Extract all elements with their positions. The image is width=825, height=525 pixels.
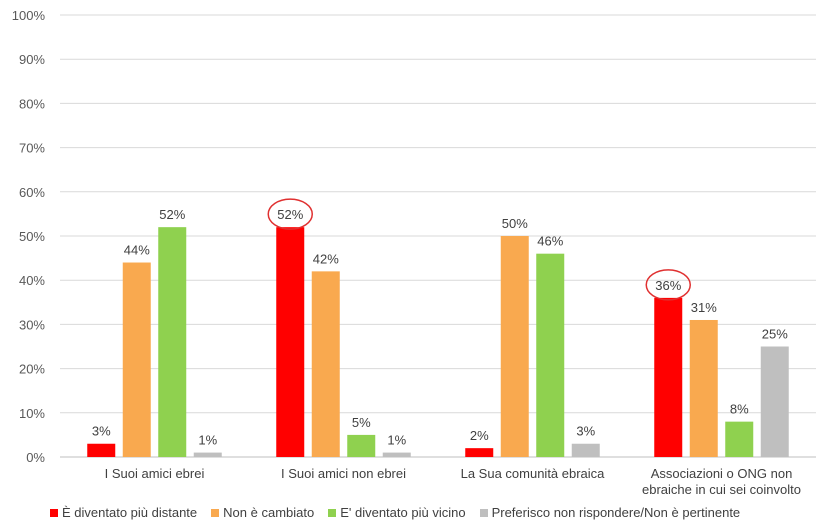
- data-labels: 3% 44% 52% 1% 52% 42% 5% 1% 2% 50% 46% 3% 36% 31% 8% 25…: [92, 207, 788, 447]
- y-tick-label: 0%: [26, 450, 45, 465]
- legend-label: Non è cambiato: [223, 505, 315, 520]
- category-label: I Suoi amici ebrei: [105, 466, 205, 481]
- legend-item: È diventato più distante: [50, 505, 197, 520]
- legend-swatch-icon: [211, 508, 220, 517]
- data-label: 42%: [313, 251, 339, 266]
- bar: [760, 346, 789, 457]
- data-label: 5%: [352, 415, 371, 430]
- bar: [311, 271, 340, 457]
- y-tick-label: 70%: [19, 141, 45, 156]
- category-label: Associazioni o ONG non: [651, 466, 793, 481]
- legend-label: Preferisco non rispondere/Non è pertinen…: [491, 505, 741, 520]
- y-tick-label: 30%: [19, 317, 45, 332]
- bar: [465, 448, 494, 457]
- bars: [87, 227, 789, 457]
- legend-item: E' diventato più vicino: [328, 505, 466, 520]
- bar: [347, 434, 376, 457]
- legend-swatch-icon: [50, 508, 58, 517]
- y-tick-label: 80%: [19, 96, 45, 111]
- y-axis-ticks: 0% 10% 20% 30% 40% 50% 60% 70% 80% 90% 100%: [12, 8, 46, 465]
- bar: [193, 452, 222, 457]
- data-label: 31%: [691, 300, 717, 315]
- legend-label: È diventato più distante: [62, 505, 198, 520]
- y-tick-label: 100%: [12, 8, 46, 23]
- bar: [87, 443, 116, 457]
- legend-item: Preferisco non rispondere/Non è pertinen…: [479, 505, 741, 520]
- data-label: 1%: [198, 433, 217, 448]
- y-tick-label: 90%: [19, 52, 45, 67]
- y-tick-label: 50%: [19, 229, 45, 244]
- y-tick-label: 10%: [19, 406, 45, 421]
- bar: [536, 253, 565, 457]
- highlight-circles: [267, 198, 691, 301]
- y-tick-label: 20%: [19, 362, 45, 377]
- highlight-circle: [267, 198, 313, 230]
- bar: [276, 227, 305, 457]
- bar: [122, 262, 151, 457]
- data-label: 25%: [762, 327, 788, 342]
- bar: [654, 297, 683, 457]
- data-label: 50%: [502, 216, 528, 231]
- data-label: 46%: [537, 234, 563, 249]
- category-label: ebraiche in cui sei coinvolto: [642, 482, 801, 497]
- data-label: 44%: [124, 243, 150, 258]
- y-tick-label: 40%: [19, 273, 45, 288]
- data-label: 52%: [277, 207, 303, 222]
- data-label: 2%: [470, 428, 489, 443]
- category-label: La Sua comunità ebraica: [461, 466, 606, 481]
- y-tick-label: 60%: [19, 185, 45, 200]
- x-axis-categories: I Suoi amici ebrei I Suoi amici non ebrei…: [105, 466, 801, 497]
- data-label: 52%: [159, 207, 185, 222]
- bar: [689, 319, 718, 457]
- legend: È diventato più distante Non è cambiato …: [50, 505, 740, 520]
- category-label: I Suoi amici non ebrei: [281, 466, 406, 481]
- bar: [158, 227, 187, 457]
- highlight-circle: [645, 269, 691, 301]
- bar-chart: 0% 10% 20% 30% 40% 50% 60% 70% 80% 90% 100% 3% 44% 5…: [12, 8, 816, 497]
- bar: [500, 236, 529, 457]
- data-label: 8%: [730, 402, 749, 417]
- legend-swatch-icon: [328, 508, 337, 517]
- data-label: 1%: [387, 433, 406, 448]
- data-label: 36%: [655, 278, 681, 293]
- data-label: 3%: [92, 424, 111, 439]
- data-label: 3%: [576, 424, 595, 439]
- legend-swatch-icon: [479, 508, 488, 517]
- bar: [571, 443, 600, 457]
- bar: [382, 452, 411, 457]
- legend-item: Non è cambiato: [211, 505, 314, 520]
- legend-label: E' diventato più vicino: [340, 505, 466, 520]
- bar: [725, 421, 754, 457]
